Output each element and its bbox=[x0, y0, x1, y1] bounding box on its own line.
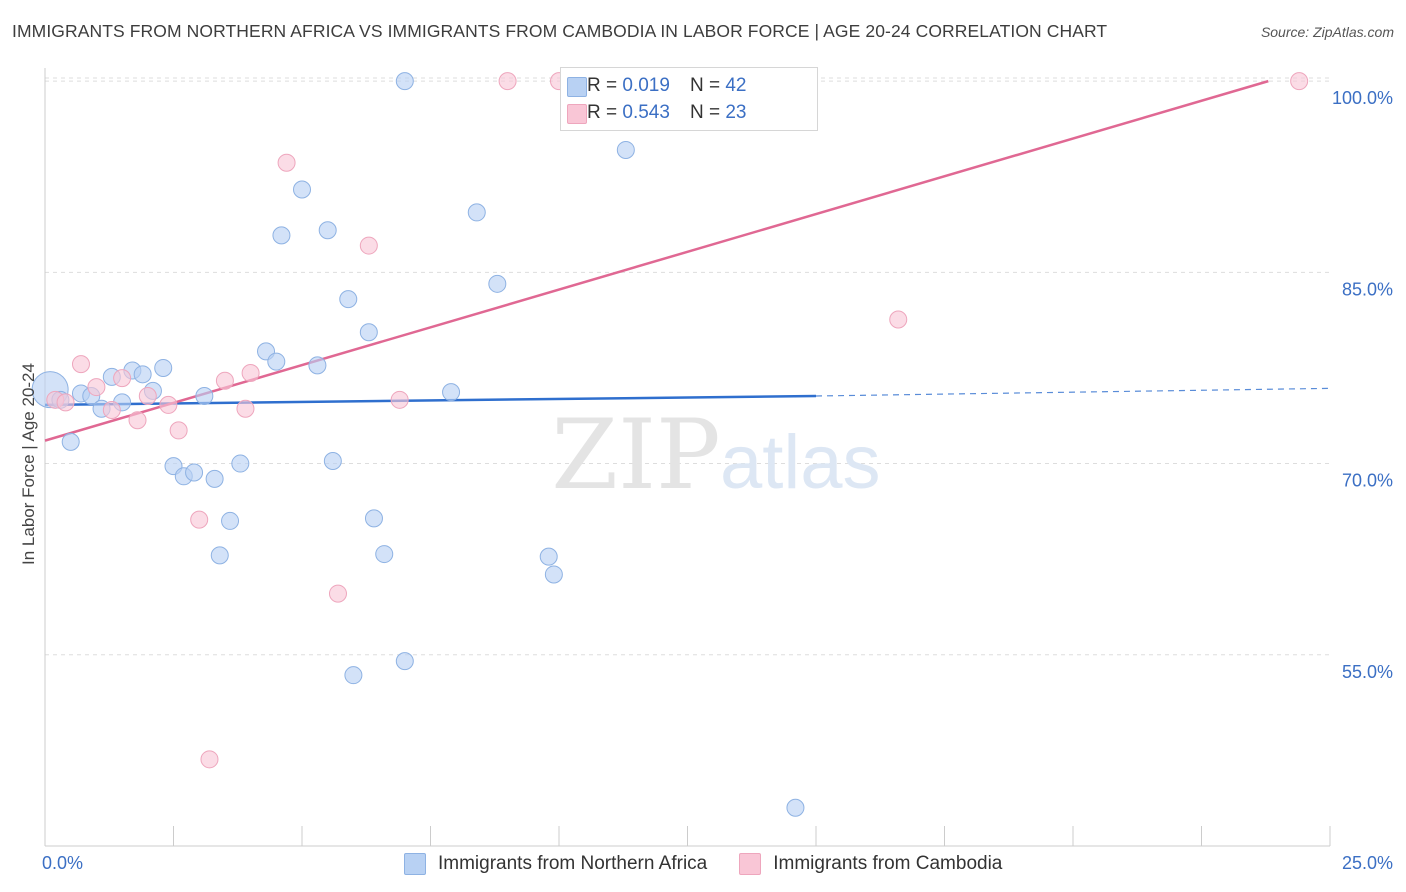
pink-swatch bbox=[739, 853, 762, 875]
blue-swatch bbox=[404, 853, 426, 875]
legend-stats-row-pink: R = 0.543 N = 23 bbox=[567, 101, 747, 125]
data-point bbox=[61, 432, 80, 451]
data-point bbox=[138, 386, 157, 405]
data-point bbox=[375, 545, 394, 564]
data-point bbox=[102, 401, 121, 420]
r-value: 0.543 bbox=[622, 102, 670, 123]
data-point bbox=[498, 72, 517, 91]
label-layer: 100.0% 85.0% 70.0% 55.0% 0.0% 25.0% In Labor F… bbox=[19, 88, 1393, 873]
data-point bbox=[133, 365, 152, 384]
data-point bbox=[344, 666, 363, 685]
y-tick-label: 85.0% bbox=[1342, 279, 1393, 299]
chart-title: IMMIGRANTS FROM NORTHERN AFRICA VS IMMIG… bbox=[12, 21, 1108, 41]
data-point bbox=[467, 203, 486, 222]
legend-stats-row-blue: R = 0.019 N = 42 bbox=[567, 74, 747, 98]
data-point bbox=[215, 371, 234, 390]
n-value: 42 bbox=[725, 75, 747, 96]
data-point bbox=[323, 452, 342, 471]
data-point bbox=[87, 378, 106, 397]
pink-swatch bbox=[567, 104, 587, 124]
data-point bbox=[390, 390, 409, 409]
data-point bbox=[221, 511, 240, 530]
r-value: 0.019 bbox=[622, 75, 670, 96]
watermark-zip: ZIP bbox=[551, 399, 720, 511]
data-point bbox=[442, 383, 461, 402]
y-tick-label: 100.0% bbox=[1332, 88, 1393, 108]
data-point bbox=[328, 584, 347, 603]
y-tick-label: 55.0% bbox=[1342, 662, 1393, 682]
legend-item-cambodia: Immigrants from Cambodia bbox=[739, 853, 1002, 875]
y-axis-label: In Labor Force | Age 20-24 bbox=[19, 363, 38, 565]
data-point bbox=[154, 358, 173, 377]
data-point bbox=[200, 750, 219, 769]
data-point bbox=[616, 140, 635, 159]
data-point bbox=[1290, 72, 1309, 91]
data-point bbox=[544, 565, 563, 584]
data-point bbox=[364, 509, 383, 528]
data-point bbox=[395, 72, 414, 91]
r-label: R = bbox=[587, 102, 618, 123]
data-point bbox=[231, 454, 250, 473]
data-point bbox=[159, 395, 178, 414]
data-point bbox=[56, 393, 75, 412]
data-point bbox=[205, 469, 224, 488]
blue-swatch bbox=[567, 77, 587, 97]
y-tick-label: 70.0% bbox=[1342, 471, 1393, 491]
data-point bbox=[190, 510, 209, 529]
data-point bbox=[210, 546, 229, 565]
legend-label-cambodia: Immigrants from Cambodia bbox=[773, 853, 1003, 874]
n-label: N = bbox=[689, 75, 721, 96]
data-point bbox=[293, 180, 311, 199]
data-point bbox=[889, 310, 908, 329]
data-point bbox=[308, 356, 327, 375]
axis-layer bbox=[44, 68, 1331, 847]
n-label: N = bbox=[689, 102, 721, 123]
data-point bbox=[169, 421, 188, 440]
data-point bbox=[71, 355, 90, 374]
r-label: R = bbox=[587, 75, 618, 96]
data-point bbox=[539, 547, 558, 566]
data-point bbox=[488, 274, 507, 293]
legend-item-northern-africa: Immigrants from Northern Africa bbox=[404, 853, 707, 875]
legend-series: Immigrants from Northern Africa Immigran… bbox=[404, 852, 1034, 876]
x-tick-label: 0.0% bbox=[42, 853, 83, 873]
x-tick-label: 25.0% bbox=[1342, 853, 1393, 873]
series-pink-points bbox=[46, 72, 1309, 769]
data-point bbox=[359, 236, 378, 255]
trend-layer bbox=[44, 79, 1331, 442]
data-point bbox=[195, 386, 214, 405]
data-point bbox=[236, 399, 255, 418]
trend-line-extension-blue bbox=[815, 387, 1331, 397]
grid-layer bbox=[45, 77, 1330, 656]
data-point bbox=[395, 652, 414, 671]
legend-stats: R = 0.019 N = 42 R = 0.543 N = 23 bbox=[560, 67, 818, 131]
data-point bbox=[128, 411, 147, 430]
n-value: 23 bbox=[725, 102, 747, 123]
data-point bbox=[318, 221, 337, 240]
data-point bbox=[185, 463, 204, 482]
data-point bbox=[359, 323, 378, 342]
data-point bbox=[277, 153, 296, 172]
data-point bbox=[272, 226, 291, 245]
source-credit: Source: ZipAtlas.com bbox=[1260, 24, 1394, 40]
legend-label-northern-africa: Immigrants from Northern Africa bbox=[438, 853, 708, 874]
data-point bbox=[339, 290, 358, 309]
data-point bbox=[113, 369, 132, 388]
data-point bbox=[267, 352, 286, 371]
watermark-atlas: atlas bbox=[720, 420, 881, 505]
data-point bbox=[786, 798, 805, 817]
watermark: ZIP atlas bbox=[551, 399, 880, 511]
data-point bbox=[241, 364, 260, 383]
